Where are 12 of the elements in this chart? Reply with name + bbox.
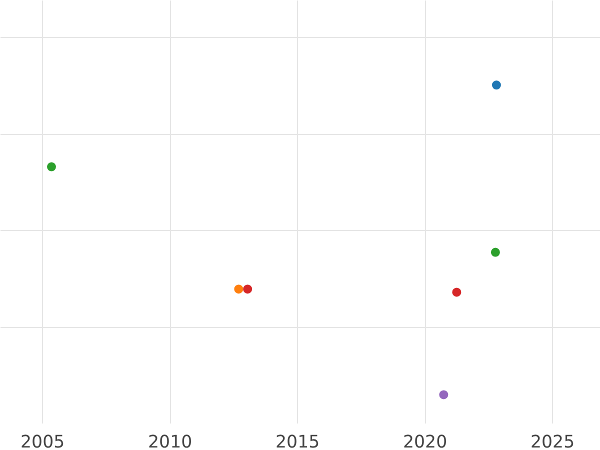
point (439, 390, 448, 400)
point (47, 162, 56, 172)
x-tick-label: 2020 (403, 432, 448, 450)
point (490, 248, 500, 257)
x-tick-label: 2025 (530, 432, 575, 450)
point (243, 284, 252, 294)
x-tick-label: 2005 (20, 432, 65, 450)
point (452, 288, 462, 297)
x-tick-label: 2015 (276, 432, 320, 450)
x-tick-label: 2010 (148, 432, 192, 450)
point (234, 284, 244, 294)
point (492, 80, 501, 90)
